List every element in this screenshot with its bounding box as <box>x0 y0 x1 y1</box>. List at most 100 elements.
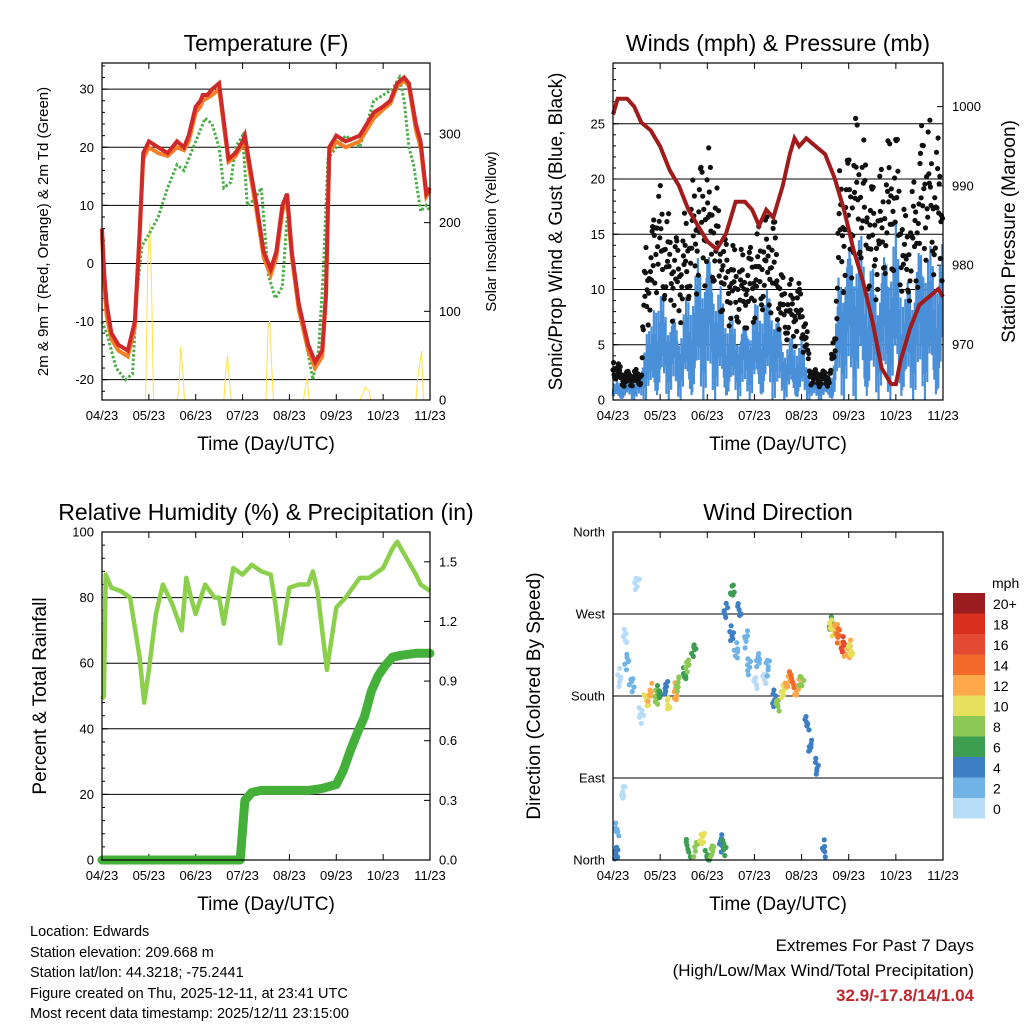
direction-point <box>697 838 703 844</box>
direction-point <box>620 789 626 795</box>
y2-tick-label: 980 <box>952 258 974 273</box>
gust-point <box>785 324 792 331</box>
gust-point <box>671 302 677 308</box>
gust-point <box>769 247 775 253</box>
gust-point <box>674 238 680 244</box>
gust-point <box>743 292 749 298</box>
gust-point <box>855 216 861 222</box>
direction-point <box>812 759 819 766</box>
gust-point <box>750 319 756 325</box>
series-solar-insolation <box>145 222 430 401</box>
gust-point <box>721 248 727 255</box>
x-tick-label: 11/23 <box>927 868 959 883</box>
gust-point <box>922 225 929 231</box>
y-axis-label: Direction (Colored By Speed) <box>524 572 545 819</box>
direction-point <box>728 637 734 644</box>
legend-swatch <box>953 777 985 798</box>
gust-point <box>765 269 771 275</box>
gust-point <box>724 257 730 263</box>
direction-point <box>617 679 623 685</box>
x-tick-label: 08/23 <box>273 408 306 423</box>
direction-point <box>779 694 785 701</box>
gust-point <box>931 272 937 278</box>
gust-point <box>639 372 645 378</box>
direction-point <box>693 646 699 652</box>
gust-point <box>733 273 739 280</box>
direction-point <box>734 640 740 646</box>
direction-point <box>699 834 706 840</box>
direction-point <box>725 605 731 611</box>
direction-point <box>644 703 650 709</box>
gust-point <box>882 270 888 277</box>
y-tick-label: 30 <box>80 82 94 97</box>
x-tick-label: 10/23 <box>367 408 400 423</box>
y-tick-label: -20 <box>75 372 94 387</box>
gust-point <box>692 263 698 269</box>
y2-tick-label: 100 <box>439 304 461 319</box>
extremes-subtitle: (High/Low/Max Wind/Total Precipitation) <box>672 961 974 980</box>
gust-point <box>768 310 774 316</box>
gust-point <box>716 208 722 214</box>
x-tick-label: 11/23 <box>927 408 959 423</box>
gust-point <box>846 157 852 163</box>
x-axis-label: Time (Day/UTC) <box>709 894 847 915</box>
gust-point <box>927 184 934 190</box>
gust-point <box>648 255 654 261</box>
gust-point <box>706 189 712 195</box>
gust-point <box>925 129 931 135</box>
direction-point <box>775 703 781 710</box>
gust-point <box>702 283 708 289</box>
x-tick-label: 07/23 <box>738 868 771 883</box>
gust-point <box>768 265 775 271</box>
gust-point <box>761 282 767 288</box>
gust-point <box>766 302 772 308</box>
gust-point <box>705 200 711 206</box>
gust-point <box>682 242 688 248</box>
recent-timestamp-text: Most recent data timestamp: 2025/12/11 2… <box>30 1006 349 1022</box>
gust-point <box>872 257 879 263</box>
station-info: Location: Edwards Station elevation: 209… <box>30 922 349 1025</box>
direction-point <box>832 622 838 628</box>
gust-point <box>666 211 672 217</box>
direction-point <box>674 688 680 694</box>
gust-point <box>806 350 812 357</box>
y2-tick-label: 970 <box>952 337 974 352</box>
y2-tick-label: 1.5 <box>439 554 457 569</box>
gust-point <box>812 367 819 373</box>
gust-point <box>904 266 910 272</box>
legend-swatch <box>953 716 985 737</box>
direction-point <box>732 653 739 659</box>
gust-point <box>920 143 926 149</box>
gust-point <box>774 317 781 323</box>
gust-point <box>935 166 941 172</box>
gust-point <box>897 282 903 288</box>
direction-point <box>690 653 696 660</box>
direction-point <box>834 640 841 646</box>
direction-point <box>675 679 681 685</box>
gust-point <box>932 195 938 201</box>
legend-swatch <box>953 757 985 778</box>
direction-point <box>836 627 843 633</box>
gust-point <box>647 307 653 313</box>
gust-point <box>907 278 913 284</box>
gust-point <box>640 327 646 333</box>
x-axis-label: Time (Day/UTC) <box>197 894 335 915</box>
gust-point <box>754 231 760 237</box>
gust-point <box>901 241 908 247</box>
x-tick-label: 09/23 <box>832 408 865 423</box>
direction-point <box>621 793 627 799</box>
y-tick-label: East <box>579 771 605 786</box>
gust-point <box>761 249 767 255</box>
gust-point <box>879 225 885 231</box>
gust-point <box>772 235 778 241</box>
gust-point <box>777 285 783 292</box>
gust-point <box>772 219 778 225</box>
gust-point <box>681 210 688 216</box>
legend-label: 4 <box>993 760 1001 776</box>
direction-point <box>829 626 835 633</box>
direction-point <box>676 674 682 680</box>
gust-point <box>689 245 695 251</box>
gust-point <box>747 244 754 251</box>
gust-point <box>700 255 706 261</box>
y-tick-label: 0 <box>87 853 94 868</box>
